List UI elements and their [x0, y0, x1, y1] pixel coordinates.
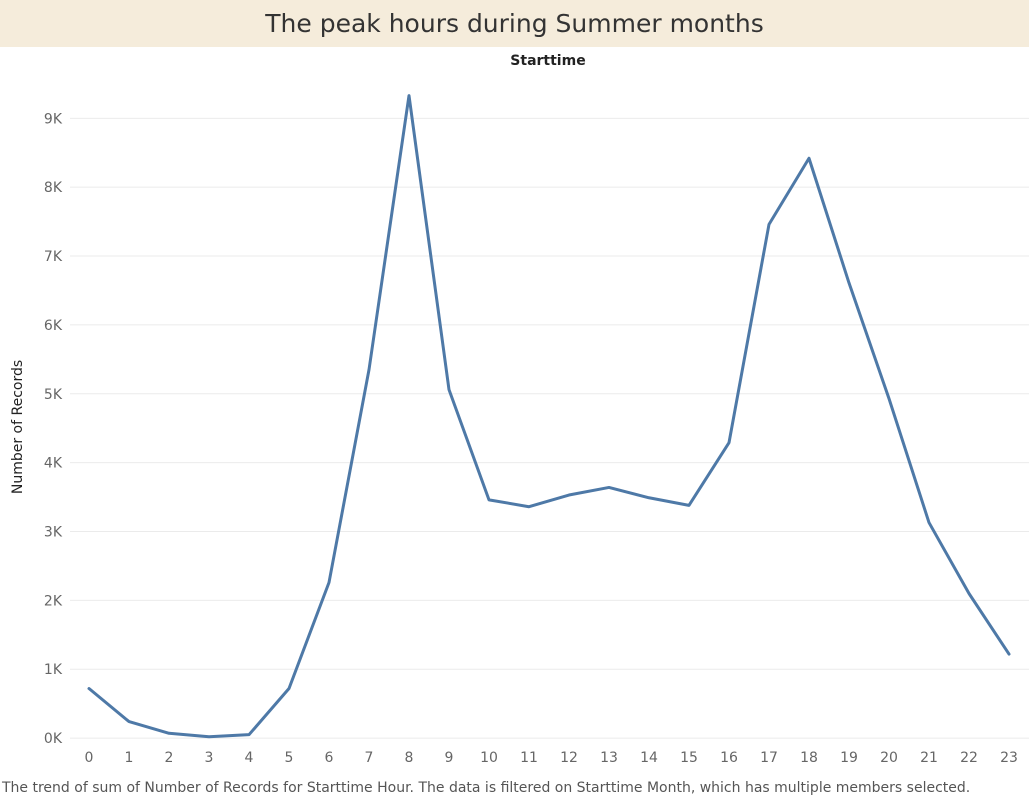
data-point[interactable]: [845, 279, 853, 287]
series-line: [87, 94, 1011, 739]
x-tick-label: 0: [85, 750, 94, 766]
x-tick-label: 12: [560, 750, 578, 766]
x-tick-label: 2: [165, 750, 174, 766]
x-tick-label: 5: [285, 750, 294, 766]
data-point[interactable]: [605, 483, 613, 491]
data-point[interactable]: [765, 220, 773, 228]
x-tick-label: 23: [1000, 750, 1018, 766]
series: [85, 92, 1013, 741]
data-point[interactable]: [1005, 650, 1013, 658]
x-tick-label: 19: [840, 750, 858, 766]
x-tick-label: 20: [880, 750, 898, 766]
y-tick-label: 0K: [44, 731, 63, 747]
data-point[interactable]: [325, 578, 333, 586]
chart-title: The peak hours during Summer months: [265, 9, 764, 38]
y-axis-title: Number of Records: [10, 360, 26, 494]
data-point[interactable]: [805, 154, 813, 162]
y-tick-label: 3K: [44, 525, 63, 541]
data-point[interactable]: [445, 386, 453, 394]
x-tick-label: 10: [480, 750, 498, 766]
data-point[interactable]: [365, 366, 373, 374]
x-tick-label: 7: [365, 750, 374, 766]
y-tick-label: 1K: [44, 662, 63, 678]
data-point[interactable]: [965, 589, 973, 597]
y-tick-label: 6K: [44, 318, 63, 334]
x-tick-label: 17: [760, 750, 778, 766]
x-tick-label: 21: [920, 750, 938, 766]
y-tick-label: 9K: [44, 111, 63, 127]
chart-title-bar: The peak hours during Summer months: [0, 0, 1029, 47]
data-point[interactable]: [125, 718, 133, 726]
y-tick-label: 4K: [44, 456, 63, 472]
x-tick-label: 15: [680, 750, 698, 766]
x-tick-label: 4: [245, 750, 254, 766]
x-tick-label: 1: [125, 750, 134, 766]
data-point[interactable]: [925, 519, 933, 527]
x-tick-label: 8: [405, 750, 414, 766]
x-tick-label: 9: [445, 750, 454, 766]
x-tick-label: 16: [720, 750, 738, 766]
y-tick-label: 7K: [44, 249, 63, 265]
x-tick-label: 18: [800, 750, 818, 766]
x-axis-title: Starttime: [510, 53, 585, 69]
data-point[interactable]: [85, 685, 93, 693]
data-point[interactable]: [565, 491, 573, 499]
data-point[interactable]: [485, 496, 493, 504]
x-tick-label: 22: [960, 750, 978, 766]
y-axis-ticks: 0K 1K 2K 3K 4K 5K 6K 7K 8K 9K: [44, 111, 63, 747]
x-tick-label: 14: [640, 750, 658, 766]
data-point[interactable]: [245, 731, 253, 739]
data-point[interactable]: [685, 501, 693, 509]
data-point[interactable]: [885, 395, 893, 403]
y-tick-label: 5K: [44, 387, 63, 403]
data-point[interactable]: [725, 439, 733, 447]
data-point[interactable]: [205, 733, 213, 741]
grid-lines: [70, 117, 1029, 739]
data-point[interactable]: [165, 729, 173, 737]
data-point[interactable]: [645, 494, 653, 502]
x-tick-label: 13: [600, 750, 618, 766]
data-point[interactable]: [285, 685, 293, 693]
x-tick-label: 3: [205, 750, 214, 766]
data-point[interactable]: [525, 503, 533, 511]
y-tick-label: 8K: [44, 180, 63, 196]
x-axis-ticks: 0 1 2 3 4 5 6 7 8 9 10 11 12 13 14 15 16 17 18 19 20 21 22 23: [85, 750, 1018, 766]
data-point[interactable]: [405, 92, 413, 100]
y-tick-label: 2K: [44, 593, 63, 609]
x-tick-label: 11: [520, 750, 538, 766]
x-tick-label: 6: [325, 750, 334, 766]
chart-caption: The trend of sum of Number of Records fo…: [2, 780, 971, 796]
